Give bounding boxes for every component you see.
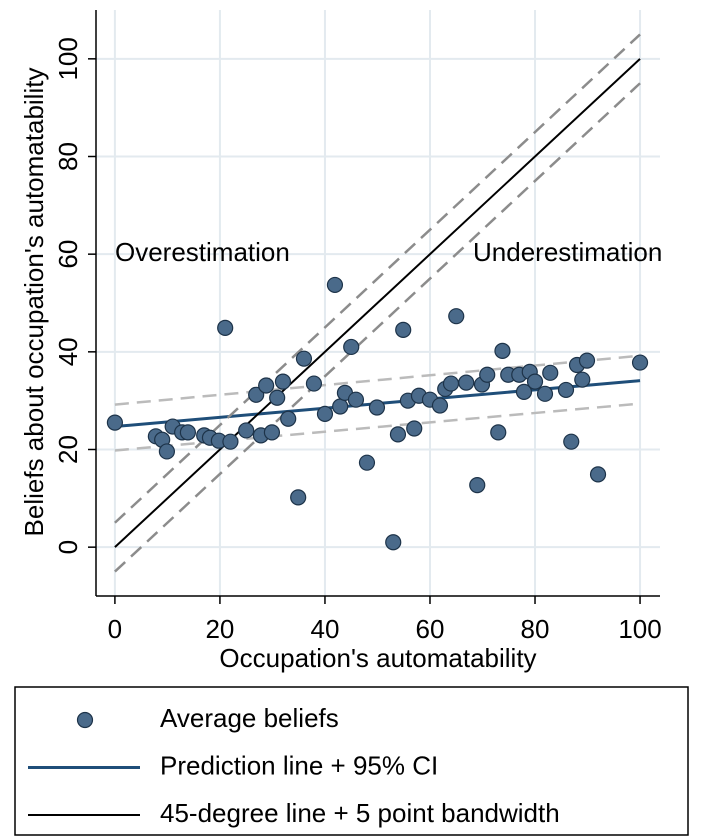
point [316,405,334,422]
x-tick-label: 80 [521,614,550,644]
y-tick-label: 60 [53,240,83,269]
point [490,424,507,441]
x-axis-title: Occupation's automatability [219,643,536,673]
point [290,489,307,506]
point [238,422,255,439]
point [385,534,402,551]
point [347,391,365,408]
point [179,424,196,441]
y-tick-label: 40 [53,337,83,366]
x-tick-label: 0 [108,614,122,644]
point [280,410,297,427]
point [542,364,559,381]
point [442,375,460,392]
point [578,352,596,369]
point [305,375,323,392]
point [395,321,412,338]
band-line [114,82,641,573]
point [448,308,465,325]
point [431,397,449,414]
point [263,424,281,441]
y-tick-label: 100 [53,37,83,80]
point [248,386,265,403]
point [269,389,286,406]
point [494,342,511,359]
legend-label: 45-degree line + 5 point bandwidth [160,798,560,828]
point [326,276,344,294]
x-tick-label: 100 [618,614,661,644]
point [563,433,580,450]
legend-marker [76,711,94,729]
point [479,366,496,383]
point [295,350,313,367]
point [332,398,349,415]
point [557,381,575,399]
point [469,477,486,494]
point [515,383,533,400]
point [274,373,292,390]
point [222,433,239,450]
legend-label: Prediction line + 95% CI [160,750,438,780]
point [106,414,124,431]
annotation: Overestimation [115,237,290,267]
annotation: Underestimation [473,237,662,267]
plot [106,33,649,573]
point [406,420,423,437]
point [536,385,554,402]
y-tick-label: 20 [53,435,83,464]
x-tick-label: 60 [416,614,445,644]
point [217,319,234,337]
x-tick-label: 40 [310,614,339,644]
point [631,354,649,371]
point [343,338,360,356]
line [114,58,641,548]
y-axis-title: Beliefs about occupation's automatabilit… [19,68,49,537]
point [358,454,376,471]
y-tick-label: 80 [53,142,83,171]
point [368,399,386,416]
point [458,374,475,391]
point [574,371,591,388]
grid [96,10,660,596]
point [158,443,175,460]
point [589,466,607,483]
point [389,426,407,443]
y-tick-label: 0 [53,540,83,554]
legend [14,686,689,836]
legend-entries: Average beliefs Prediction line + 95% CI 4… [28,703,560,828]
legend-label: Average beliefs [160,703,339,733]
point [258,377,275,394]
point [526,373,544,390]
x-tick-label: 20 [205,614,234,644]
